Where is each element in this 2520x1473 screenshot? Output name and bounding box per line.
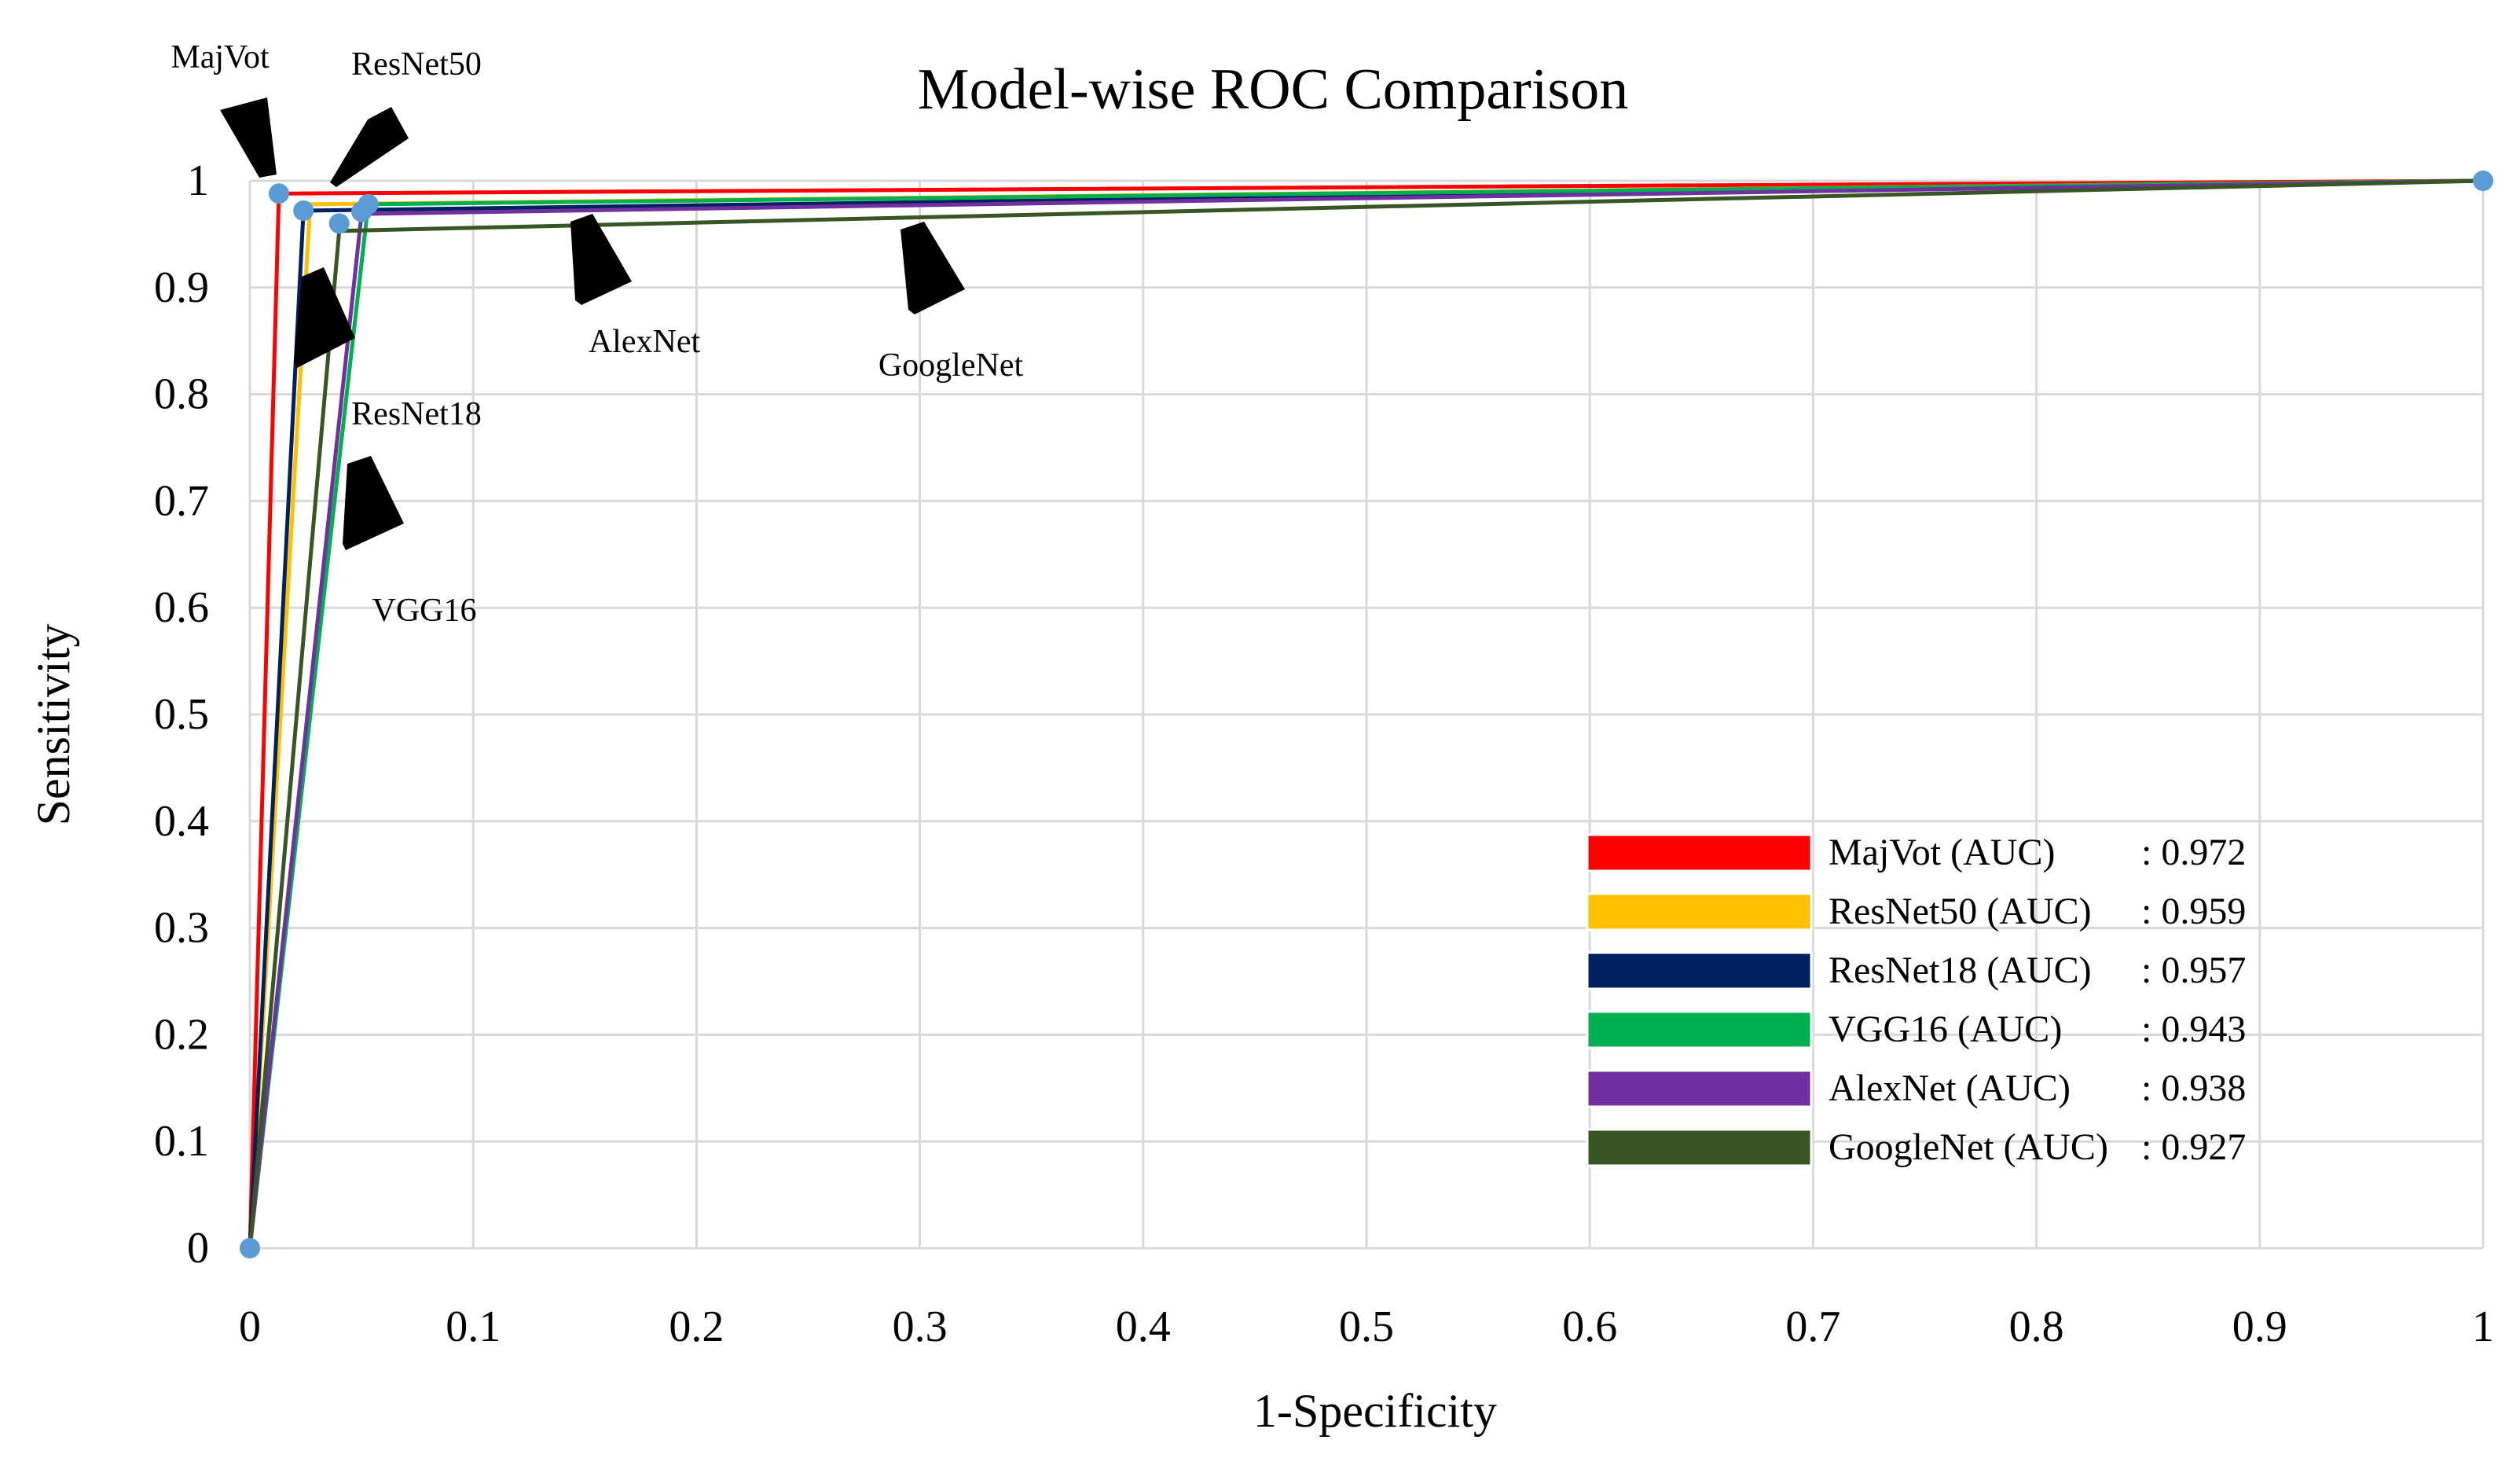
legend-swatch-resnet50	[1586, 892, 1813, 931]
x-tick-label: 0.1	[446, 1302, 501, 1351]
y-tick-label: 0.7	[154, 476, 209, 525]
chart-title: Model-wise ROC Comparison	[918, 57, 1628, 122]
y-axis-title: Sensitivity	[28, 624, 79, 826]
x-tick-label: 0.9	[2232, 1302, 2287, 1351]
y-tick-label: 0.5	[154, 690, 209, 739]
x-tick-label: 0.8	[2009, 1302, 2064, 1351]
annotation-arrow-alexnet	[570, 214, 632, 305]
x-axis-title: 1-Specificity	[1253, 1385, 1497, 1437]
legend-swatch-alexnet	[1586, 1069, 1813, 1108]
legend-swatch-googlenet	[1586, 1128, 1813, 1167]
roc-point-marker	[240, 1238, 260, 1258]
annotation-arrow-googlenet	[901, 222, 965, 314]
legend-auc-resnet18: : 0.957	[2141, 950, 2246, 991]
x-tick-label: 0.6	[1562, 1302, 1617, 1351]
legend-auc-googlenet: : 0.927	[2141, 1126, 2246, 1168]
annotation-label-resnet50: ResNet50	[351, 46, 482, 83]
roc-point-marker	[268, 183, 289, 204]
roc-point-marker	[358, 193, 379, 215]
y-tick-label: 0.2	[154, 1010, 209, 1059]
y-tick-label: 0.6	[154, 583, 209, 632]
annotation-label-vgg16: VGG16	[372, 593, 477, 629]
x-tick-label: 0.7	[1785, 1302, 1840, 1351]
annotation-label-alexnet: AlexNet	[589, 324, 701, 360]
legend-label-resnet50: ResNet50 (AUC)	[1829, 891, 2092, 932]
y-tick-label: 0.1	[154, 1117, 209, 1166]
legend-auc-alexnet: : 0.938	[2141, 1067, 2246, 1109]
y-tick-label: 0.8	[154, 370, 209, 419]
annotation-label-resnet18: ResNet18	[351, 396, 482, 432]
x-tick-label: 0	[239, 1302, 261, 1351]
x-tick-label: 1	[2472, 1302, 2494, 1351]
x-tick-label: 0.4	[1116, 1302, 1171, 1351]
x-tick-label: 0.2	[669, 1302, 724, 1351]
y-tick-label: 0	[187, 1224, 209, 1273]
annotation-arrow-resnet50	[330, 107, 409, 187]
legend-auc-majvot: : 0.972	[2141, 832, 2246, 873]
annotation-arrow-resnet18	[294, 267, 355, 368]
annotation-arrow-vgg16	[343, 456, 404, 550]
legend-label-vgg16: VGG16 (AUC)	[1829, 1008, 2062, 1050]
legend-label-resnet18: ResNet18 (AUC)	[1829, 950, 2092, 991]
legend-swatch-resnet18	[1586, 951, 1813, 990]
legend-label-alexnet: AlexNet (AUC)	[1829, 1067, 2071, 1109]
roc-point-marker	[328, 213, 350, 234]
annotation-arrow-majvot	[220, 97, 277, 178]
annotation-label-googlenet: GoogleNet	[879, 347, 1024, 384]
legend-swatch-majvot	[1586, 833, 1813, 872]
legend-swatch-vgg16	[1586, 1010, 1813, 1049]
x-tick-label: 0.3	[893, 1302, 948, 1351]
roc-point-marker	[2473, 171, 2493, 191]
y-tick-label: 0.4	[154, 797, 209, 846]
legend-auc-resnet50: : 0.959	[2141, 891, 2246, 932]
annotation-label-majvot: MajVot	[171, 39, 270, 75]
y-tick-label: 0.9	[154, 263, 209, 312]
legend-label-majvot: MajVot (AUC)	[1829, 832, 2055, 873]
legend-auc-vgg16: : 0.943	[2141, 1008, 2246, 1050]
legend-label-googlenet: GoogleNet (AUC)	[1829, 1126, 2108, 1168]
y-tick-label: 1	[187, 156, 209, 205]
y-tick-label: 0.3	[154, 904, 209, 953]
x-tick-label: 0.5	[1339, 1302, 1394, 1351]
roc-point-marker	[293, 200, 314, 222]
